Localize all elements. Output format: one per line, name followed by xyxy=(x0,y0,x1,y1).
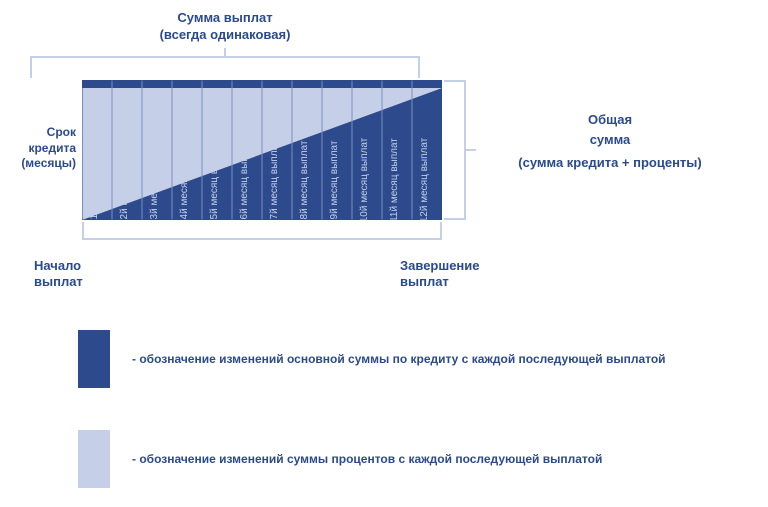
bar-label: 10й месяц выплат xyxy=(359,137,370,220)
chart-svg: 1й месяц выплат 2й месяц выплат 3й месяц в… xyxy=(82,80,442,220)
label-bottom-right-line2: выплат xyxy=(400,274,480,290)
label-right: Общая сумма (сумма кредита + проценты) xyxy=(480,110,740,173)
label-right-line2: сумма xyxy=(480,130,740,150)
bar-label: 2й месяц выплат xyxy=(119,140,130,219)
bracket-bottom xyxy=(82,222,442,240)
label-bottom-right-line1: Завершение xyxy=(400,258,480,274)
legend-interest: - обозначение изменений суммы процентов … xyxy=(78,430,602,488)
legend-principal-prefix: - обозначение изменений xyxy=(132,352,287,366)
label-top: Сумма выплат (всегда одинаковая) xyxy=(110,10,340,44)
bracket-top xyxy=(30,56,420,78)
label-right-line1: Общая xyxy=(480,110,740,130)
legend-principal-text: - обозначение изменений основной суммы п… xyxy=(132,351,666,368)
label-left: Срок кредита (месяцы) xyxy=(16,125,76,172)
label-left-line1: Срок xyxy=(16,125,76,141)
bar-label: 6й месяц выплат xyxy=(239,140,250,219)
label-bottom-left-line1: Начало xyxy=(34,258,83,274)
payment-chart: 1й месяц выплат 2й месяц выплат 3й месяц в… xyxy=(82,80,442,220)
label-bottom-left-line2: выплат xyxy=(34,274,83,290)
bracket-top-tick xyxy=(224,48,226,58)
legend-principal: - обозначение изменений основной суммы п… xyxy=(78,330,666,388)
bar-label: 11й месяц выплат xyxy=(389,138,400,220)
label-bottom-left: Начало выплат xyxy=(34,258,83,289)
bar-label: 9й месяц выплат xyxy=(329,140,340,219)
bracket-right xyxy=(444,80,466,220)
legend-interest-prefix: - обозначение изменений xyxy=(132,452,287,466)
legend-principal-bold: основной суммы xyxy=(287,352,389,366)
bar-label: 12й месяц выплат xyxy=(419,137,430,220)
legend-interest-text: - обозначение изменений суммы процентов … xyxy=(132,451,602,468)
label-top-line1: Сумма выплат xyxy=(110,10,340,27)
legend-principal-suffix: по кредиту с каждой последующей выплатой xyxy=(389,352,665,366)
legend-interest-suffix: с каждой последующей выплатой xyxy=(395,452,602,466)
bar-label: 1й месяц выплат xyxy=(89,140,100,219)
legend-principal-swatch xyxy=(78,330,110,388)
bar-label: 4й месяц выплат xyxy=(179,140,190,219)
bar-label: 3й месяц выплат xyxy=(149,140,160,219)
bracket-right-tick xyxy=(466,149,476,151)
bar-label: 5й месяц выплат xyxy=(209,140,220,219)
label-right-line3: (сумма кредита + проценты) xyxy=(480,153,740,173)
bar-label: 8й месяц выплат xyxy=(299,140,310,219)
legend-interest-swatch xyxy=(78,430,110,488)
label-top-line2: (всегда одинаковая) xyxy=(110,27,340,44)
bar-label: 7й месяц выплат xyxy=(269,140,280,219)
label-bottom-right: Завершение выплат xyxy=(400,258,480,289)
label-left-line3: (месяцы) xyxy=(16,156,76,172)
label-left-line2: кредита xyxy=(16,141,76,157)
legend-interest-bold: суммы процентов xyxy=(287,452,395,466)
